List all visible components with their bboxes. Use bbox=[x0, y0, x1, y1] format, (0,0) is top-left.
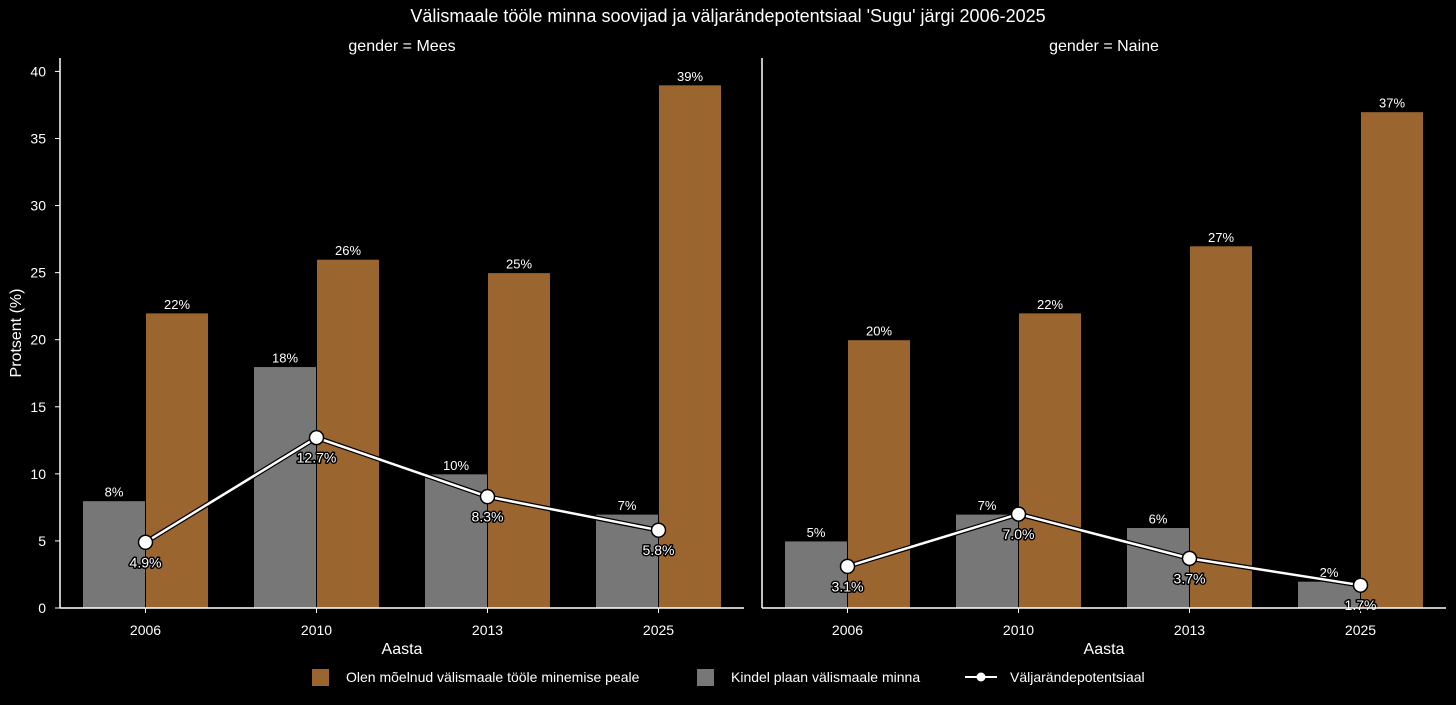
bar-considered bbox=[658, 84, 722, 609]
bar-label-considered: 22% bbox=[164, 297, 190, 312]
y-tick-label: 15 bbox=[30, 399, 46, 415]
bar-considered bbox=[1018, 312, 1082, 609]
potential-point bbox=[479, 488, 496, 505]
potential-point bbox=[1181, 550, 1198, 567]
bar-considered bbox=[1189, 245, 1253, 609]
x-tick-label: 2006 bbox=[130, 622, 161, 638]
bar-label-plan: 6% bbox=[1149, 512, 1168, 527]
bar-plan bbox=[784, 540, 848, 609]
potential-point bbox=[137, 534, 154, 551]
panels: gender = Mees8%22%200618%26%201010%25%20… bbox=[30, 38, 1446, 638]
panel-naine: gender = Naine 5% 20% 2006 7% 22% 2010 6% 27% 201… bbox=[761, 38, 1446, 638]
x-tick-label: 2010 bbox=[1003, 622, 1034, 638]
potential-label: 3.1% bbox=[832, 578, 864, 594]
bar-label-considered: 37% bbox=[1379, 96, 1405, 111]
panel-title: gender = Naine bbox=[1049, 38, 1159, 55]
bar-label-considered: 22% bbox=[1037, 297, 1063, 312]
legend-swatch-plan bbox=[697, 669, 714, 686]
potential-label: 1.7% bbox=[1345, 597, 1377, 613]
x-tick-label: 2025 bbox=[1345, 622, 1376, 638]
panel-mees: gender = Mees8%22%200618%26%201010%25%20… bbox=[30, 38, 744, 638]
bar-label-plan: 7% bbox=[978, 498, 997, 513]
bar-label-plan: 5% bbox=[807, 525, 826, 540]
bar-considered bbox=[145, 312, 209, 609]
bar-label-considered: 39% bbox=[677, 69, 703, 84]
x-axis-title: Aasta bbox=[382, 641, 423, 658]
bar-label-plan: 18% bbox=[272, 351, 298, 366]
panel-title: gender = Mees bbox=[348, 38, 455, 55]
legend-label-considered: Olen mõelnud välismaale tööle minemise p… bbox=[346, 669, 640, 685]
potential-point bbox=[1352, 577, 1369, 593]
bar-label-plan: 2% bbox=[1320, 565, 1339, 580]
bar-considered bbox=[1360, 111, 1424, 609]
potential-label: 7.0% bbox=[1003, 526, 1035, 542]
x-tick-label: 2013 bbox=[1174, 622, 1205, 638]
y-tick-label: 30 bbox=[30, 198, 46, 214]
x-tick-label: 2013 bbox=[472, 622, 503, 638]
y-tick-label: 40 bbox=[30, 63, 46, 79]
bar-label-considered: 20% bbox=[866, 324, 892, 339]
bar-considered bbox=[847, 339, 911, 609]
bar-considered bbox=[487, 272, 551, 609]
legend: Olen mõelnud välismaale tööle minemise p… bbox=[312, 669, 1145, 686]
x-axis-title: Aasta bbox=[1084, 641, 1125, 658]
potential-label: 8.3% bbox=[472, 509, 504, 525]
bar-plan bbox=[424, 473, 488, 609]
potential-point bbox=[839, 558, 856, 575]
y-tick-label: 35 bbox=[30, 130, 46, 146]
legend-swatch-potential-marker bbox=[976, 672, 986, 682]
bar-label-plan: 8% bbox=[105, 485, 124, 500]
potential-label: 12.7% bbox=[297, 450, 337, 466]
bar-label-plan: 10% bbox=[443, 458, 469, 473]
potential-point bbox=[1010, 506, 1027, 522]
y-axis-title: Protsent (%) bbox=[8, 289, 25, 378]
potential-label: 5.8% bbox=[643, 542, 675, 558]
bar-label-considered: 27% bbox=[1208, 230, 1234, 245]
potential-label: 4.9% bbox=[130, 554, 162, 570]
x-tick-label: 2006 bbox=[832, 622, 863, 638]
x-tick-label: 2010 bbox=[301, 622, 332, 638]
bar-label-considered: 25% bbox=[506, 257, 532, 272]
bar-label-plan: 7% bbox=[618, 498, 637, 513]
bar-considered bbox=[316, 258, 380, 609]
y-tick-label: 20 bbox=[30, 332, 46, 348]
y-tick-label: 5 bbox=[38, 533, 46, 549]
y-tick-label: 25 bbox=[30, 265, 46, 281]
potential-line bbox=[847, 512, 1361, 587]
potential-line bbox=[144, 436, 659, 544]
bar-plan bbox=[1126, 527, 1190, 609]
y-tick-label: 10 bbox=[30, 466, 46, 482]
legend-swatch-considered bbox=[312, 669, 329, 686]
bar-label-considered: 26% bbox=[335, 243, 361, 258]
chart-title: Välismaale tööle minna soovijad ja välja… bbox=[410, 6, 1045, 26]
y-tick-label: 0 bbox=[38, 600, 46, 616]
x-tick-label: 2025 bbox=[643, 622, 674, 638]
potential-label: 3.7% bbox=[1174, 570, 1206, 586]
bar-plan bbox=[253, 366, 317, 609]
potential-point bbox=[650, 522, 667, 538]
legend-label-plan: Kindel plaan välismaale minna bbox=[731, 669, 920, 685]
potential-point bbox=[308, 429, 325, 446]
legend-label-potential: Väljarändepotentsiaal bbox=[1010, 669, 1145, 685]
bar-plan bbox=[82, 500, 146, 609]
